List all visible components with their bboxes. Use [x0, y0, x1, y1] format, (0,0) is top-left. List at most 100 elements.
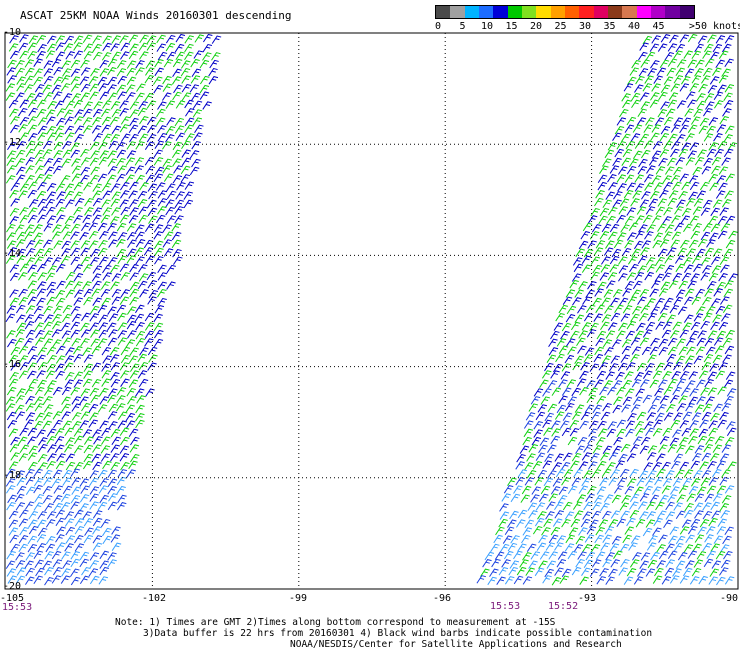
wind-barb	[594, 534, 604, 544]
wind-barb	[715, 59, 725, 69]
wind-barb	[591, 559, 602, 568]
wind-barb	[572, 257, 583, 266]
wind-barb	[562, 412, 573, 421]
wind-barb	[181, 75, 191, 84]
wind-barb	[697, 435, 708, 445]
wind-barb	[17, 436, 28, 446]
wind-barb	[46, 116, 56, 125]
wind-barb	[37, 198, 48, 208]
wind-barb	[607, 322, 618, 331]
wind-barb	[688, 191, 698, 200]
wind-barb	[605, 330, 616, 339]
wind-barb	[567, 436, 578, 446]
wind-barb	[46, 126, 56, 135]
wind-barb	[583, 248, 594, 258]
wind-barbs-layer	[5, 33, 738, 586]
wind-barb	[81, 312, 91, 322]
wind-barb	[139, 289, 149, 298]
wind-barb	[720, 296, 730, 305]
wind-barb	[93, 436, 103, 445]
wind-barb	[88, 222, 98, 231]
colorbar-label: 5	[459, 21, 466, 32]
wind-barb	[647, 354, 657, 363]
wind-barb	[686, 248, 696, 257]
wind-barb	[641, 346, 652, 356]
wind-barb	[617, 453, 628, 463]
wind-barb	[129, 272, 139, 281]
wind-barb	[51, 329, 62, 338]
wind-barb	[522, 436, 532, 446]
wind-barb	[712, 43, 723, 53]
wind-barb	[602, 445, 613, 455]
wind-barb	[60, 75, 71, 84]
wind-barb	[688, 436, 698, 445]
wind-barb	[541, 527, 551, 536]
wind-barb	[685, 133, 695, 142]
wind-barb	[126, 141, 137, 150]
lon-label: -93	[578, 593, 597, 604]
wind-barb	[33, 575, 43, 585]
wind-barb	[110, 534, 121, 543]
wind-barb	[572, 297, 582, 306]
wind-barb	[80, 322, 90, 332]
wind-barb	[685, 355, 695, 364]
wind-barb	[644, 182, 654, 191]
wind-barb	[674, 222, 684, 232]
wind-barb	[119, 124, 130, 133]
wind-barb	[550, 435, 560, 445]
wind-barb	[684, 296, 694, 306]
wind-barb	[91, 362, 102, 371]
wind-barb	[653, 232, 663, 241]
wind-barb	[107, 222, 117, 232]
wind-barb	[620, 559, 630, 568]
wind-barb	[62, 304, 73, 314]
wind-barb	[659, 149, 669, 158]
wind-barb	[701, 166, 712, 175]
wind-barb	[689, 330, 699, 340]
wind-barb	[107, 150, 117, 159]
wind-barb	[47, 265, 57, 274]
wind-barb	[649, 379, 659, 389]
wind-barb	[655, 166, 666, 175]
wind-barb	[37, 44, 47, 53]
wind-barb	[73, 428, 84, 437]
wind-barb	[55, 363, 65, 372]
wind-barb	[643, 174, 654, 183]
wind-barb	[171, 76, 182, 85]
wind-barb	[672, 272, 682, 282]
wind-barb	[628, 222, 639, 231]
wind-barb	[552, 478, 563, 487]
wind-barb	[646, 298, 656, 307]
wind-barb	[181, 149, 191, 158]
wind-barb	[622, 148, 633, 158]
wind-barb	[526, 543, 537, 552]
wind-barb	[16, 255, 26, 264]
wind-barb	[524, 477, 535, 486]
wind-barb	[102, 264, 112, 274]
wind-barb	[601, 314, 612, 323]
wind-barb	[705, 526, 716, 535]
wind-barb	[687, 280, 697, 289]
wind-barb	[545, 542, 556, 551]
wind-barb	[157, 101, 167, 110]
wind-barb	[629, 67, 640, 76]
wind-barb	[664, 224, 675, 233]
wind-barb	[665, 108, 676, 117]
wind-barb	[649, 494, 660, 504]
wind-barb	[126, 306, 137, 315]
lon-label: -90	[720, 593, 739, 604]
wind-barb	[490, 543, 500, 553]
wind-barb	[575, 445, 585, 454]
wind-barb	[126, 150, 137, 159]
wind-barb	[599, 272, 610, 281]
wind-barb	[655, 362, 665, 372]
wind-barb	[47, 43, 57, 53]
wind-barb	[175, 33, 186, 43]
wind-barb	[162, 75, 172, 85]
wind-barb	[147, 296, 157, 305]
wind-barb	[111, 109, 122, 118]
wind-barb	[552, 518, 563, 527]
note-line: 3)Data buffer is 22 hrs from 20160301 4)…	[143, 628, 653, 639]
wind-barb	[649, 99, 660, 108]
wind-barb	[630, 404, 641, 413]
